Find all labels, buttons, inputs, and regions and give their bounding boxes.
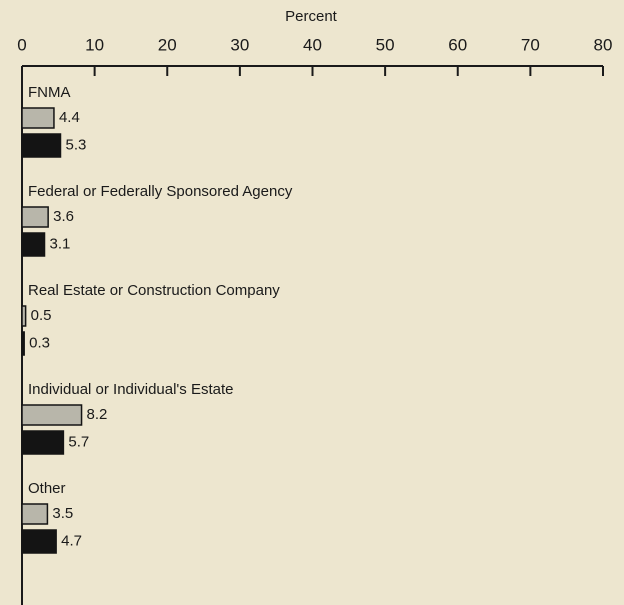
value-label: 0.3 — [29, 334, 50, 351]
value-label: 5.3 — [65, 136, 86, 153]
value-label: 8.2 — [87, 406, 108, 423]
value-label: 5.7 — [68, 433, 89, 450]
x-tick-label: 30 — [230, 35, 249, 54]
bar — [21, 206, 49, 228]
value-label: 3.1 — [50, 235, 71, 252]
value-label: 0.5 — [31, 307, 52, 324]
bar — [21, 331, 25, 356]
x-tick-label: 70 — [521, 35, 540, 54]
x-tick-label: 10 — [85, 35, 104, 54]
bar — [21, 529, 57, 554]
category-label: FNMA — [28, 84, 71, 101]
x-tick-label: 50 — [376, 35, 395, 54]
x-tick-label: 60 — [448, 35, 467, 54]
value-label: 3.6 — [53, 208, 74, 225]
category-label: Real Estate or Construction Company — [28, 282, 280, 299]
bar — [21, 305, 27, 327]
bar — [21, 430, 65, 455]
value-label: 4.4 — [59, 109, 80, 126]
x-tick-label: 0 — [17, 35, 26, 54]
bar — [21, 404, 83, 426]
category-label: Individual or Individual's Estate — [28, 381, 233, 398]
category-label: Federal or Federally Sponsored Agency — [28, 183, 293, 200]
x-tick-label: 80 — [594, 35, 613, 54]
bar — [21, 503, 49, 525]
value-label: 3.5 — [52, 505, 73, 522]
bar — [21, 133, 62, 158]
axis-title: Percent — [285, 8, 338, 25]
bar — [21, 107, 55, 129]
value-label: 4.7 — [61, 532, 82, 549]
category-label: Other — [28, 480, 66, 497]
x-tick-label: 20 — [158, 35, 177, 54]
bar — [21, 232, 46, 257]
x-tick-label: 40 — [303, 35, 322, 54]
